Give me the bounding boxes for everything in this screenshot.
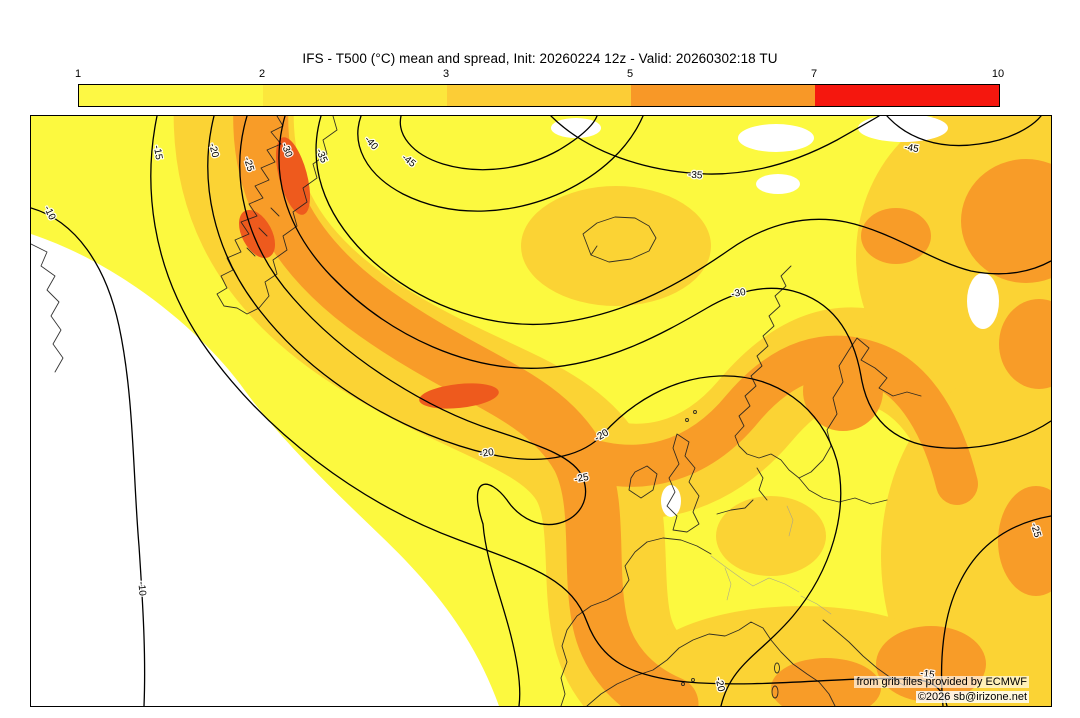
colorbar-tick-labels: 1 2 3 5 7 10 xyxy=(74,68,1004,82)
contour-minus-45 xyxy=(399,116,598,171)
contour-label: -15 xyxy=(151,144,164,161)
coastline-greenland xyxy=(216,116,338,315)
colorbar-segment-3-5 xyxy=(447,85,631,106)
white-pocket xyxy=(661,485,681,517)
border-segment xyxy=(786,505,794,537)
orange-patch-norway xyxy=(803,351,883,431)
orange-patch-northeast xyxy=(961,159,1051,283)
contour-label: -25 xyxy=(573,472,590,485)
colorbar-segment-5-7 xyxy=(631,85,815,106)
contour-label: -30 xyxy=(730,287,747,300)
coastline-balearics xyxy=(681,682,685,686)
coastline-sweden-baltic xyxy=(798,337,922,479)
mean-contours xyxy=(31,116,1051,706)
white-pocket xyxy=(738,124,814,152)
colorbar-segment-7-10 xyxy=(815,85,999,106)
coastline-sardinia xyxy=(771,685,779,699)
contour-label: -45 xyxy=(903,142,920,155)
contour-label: -35 xyxy=(688,170,704,182)
coastline-labrador xyxy=(31,243,64,373)
colorbar-tick: 10 xyxy=(991,68,1005,80)
contour-label: -10 xyxy=(135,581,147,597)
contour-minus-30 xyxy=(278,116,1051,449)
map-canvas: -10 -15 -20 -25 -30 -35 -40 -45 -35 -45 … xyxy=(31,116,1051,706)
contour-label: -20 xyxy=(206,142,220,159)
contour-minus-45-northeast xyxy=(886,116,1042,147)
white-pocket xyxy=(756,174,800,194)
credit-source: from grib files provided by ECMWF xyxy=(854,676,1029,688)
spread-colorbar xyxy=(78,84,1000,107)
contour-minus-25-east xyxy=(940,515,1051,706)
contour-label: -20 xyxy=(479,447,495,460)
spread-region-peak xyxy=(238,137,499,409)
contour-minus-25 xyxy=(239,116,587,706)
coastline-mediterranean xyxy=(586,621,836,706)
coastline-ireland xyxy=(628,465,658,499)
colorbar-tick: 1 xyxy=(74,68,82,80)
coastline-baltic-south xyxy=(798,477,888,505)
credit-copyright: ©2026 sb@irizone.net xyxy=(915,691,1029,703)
colorbar-tick: 3 xyxy=(442,68,450,80)
contour-minus-20 xyxy=(207,116,842,706)
colorbar-tick: 2 xyxy=(258,68,266,80)
colorbar-tick: 7 xyxy=(810,68,818,80)
peak-spot-greenland xyxy=(238,209,276,259)
coastline-great-britain xyxy=(666,433,700,533)
coastline-balearics xyxy=(691,678,695,682)
colorbar-segment-2-3 xyxy=(263,85,447,106)
contour-minus-35-north xyxy=(550,116,880,175)
page-title: IFS - T500 (°C) mean and spread, Init: 2… xyxy=(302,51,778,66)
colorbar-segment-1-2 xyxy=(79,85,263,106)
coastline-channel-france xyxy=(646,537,712,555)
contour-minus-40 xyxy=(357,116,644,212)
colorbar-tick: 5 xyxy=(626,68,634,80)
country-borders xyxy=(710,505,832,615)
border-segment xyxy=(724,567,732,601)
coastline-greenland-fjords xyxy=(246,207,280,257)
coastline-norway xyxy=(734,265,800,479)
peak-spot-north-band xyxy=(275,137,311,215)
coastline-denmark xyxy=(716,467,768,515)
orange-band-atlantic xyxy=(233,116,699,706)
orange-patch-south xyxy=(771,658,881,706)
coastline-biscay-iberia xyxy=(560,541,648,706)
contour-label: -20 xyxy=(713,676,727,693)
white-pocket xyxy=(551,118,601,138)
orange-patch-north xyxy=(861,208,931,264)
colorbar-canvas xyxy=(79,85,999,106)
gold-patch-iceland xyxy=(521,186,711,306)
low-spread-pockets xyxy=(551,116,999,517)
orange-band-scandinavia xyxy=(552,335,978,505)
border-segment xyxy=(710,555,754,587)
contour-minus-35 xyxy=(315,116,1051,325)
contour-minus-10 xyxy=(31,207,146,706)
gold-patch-east xyxy=(881,371,1051,706)
forecast-map: -10 -15 -20 -25 -30 -35 -40 -45 -35 -45 … xyxy=(30,115,1052,707)
spread-region-orange xyxy=(233,116,978,706)
coastline-iceland xyxy=(582,216,657,263)
coastline-shetland xyxy=(693,410,697,414)
peak-spot-mid-atlantic xyxy=(419,383,499,409)
coastline-corsica xyxy=(774,662,780,674)
orange-patch-east-mid xyxy=(998,486,1051,596)
orange-patch-east-upper xyxy=(999,299,1051,389)
coastline-orkney xyxy=(685,418,689,422)
border-segment xyxy=(752,577,800,593)
gold-patch-central-europe xyxy=(716,496,826,576)
white-pocket xyxy=(967,273,999,329)
